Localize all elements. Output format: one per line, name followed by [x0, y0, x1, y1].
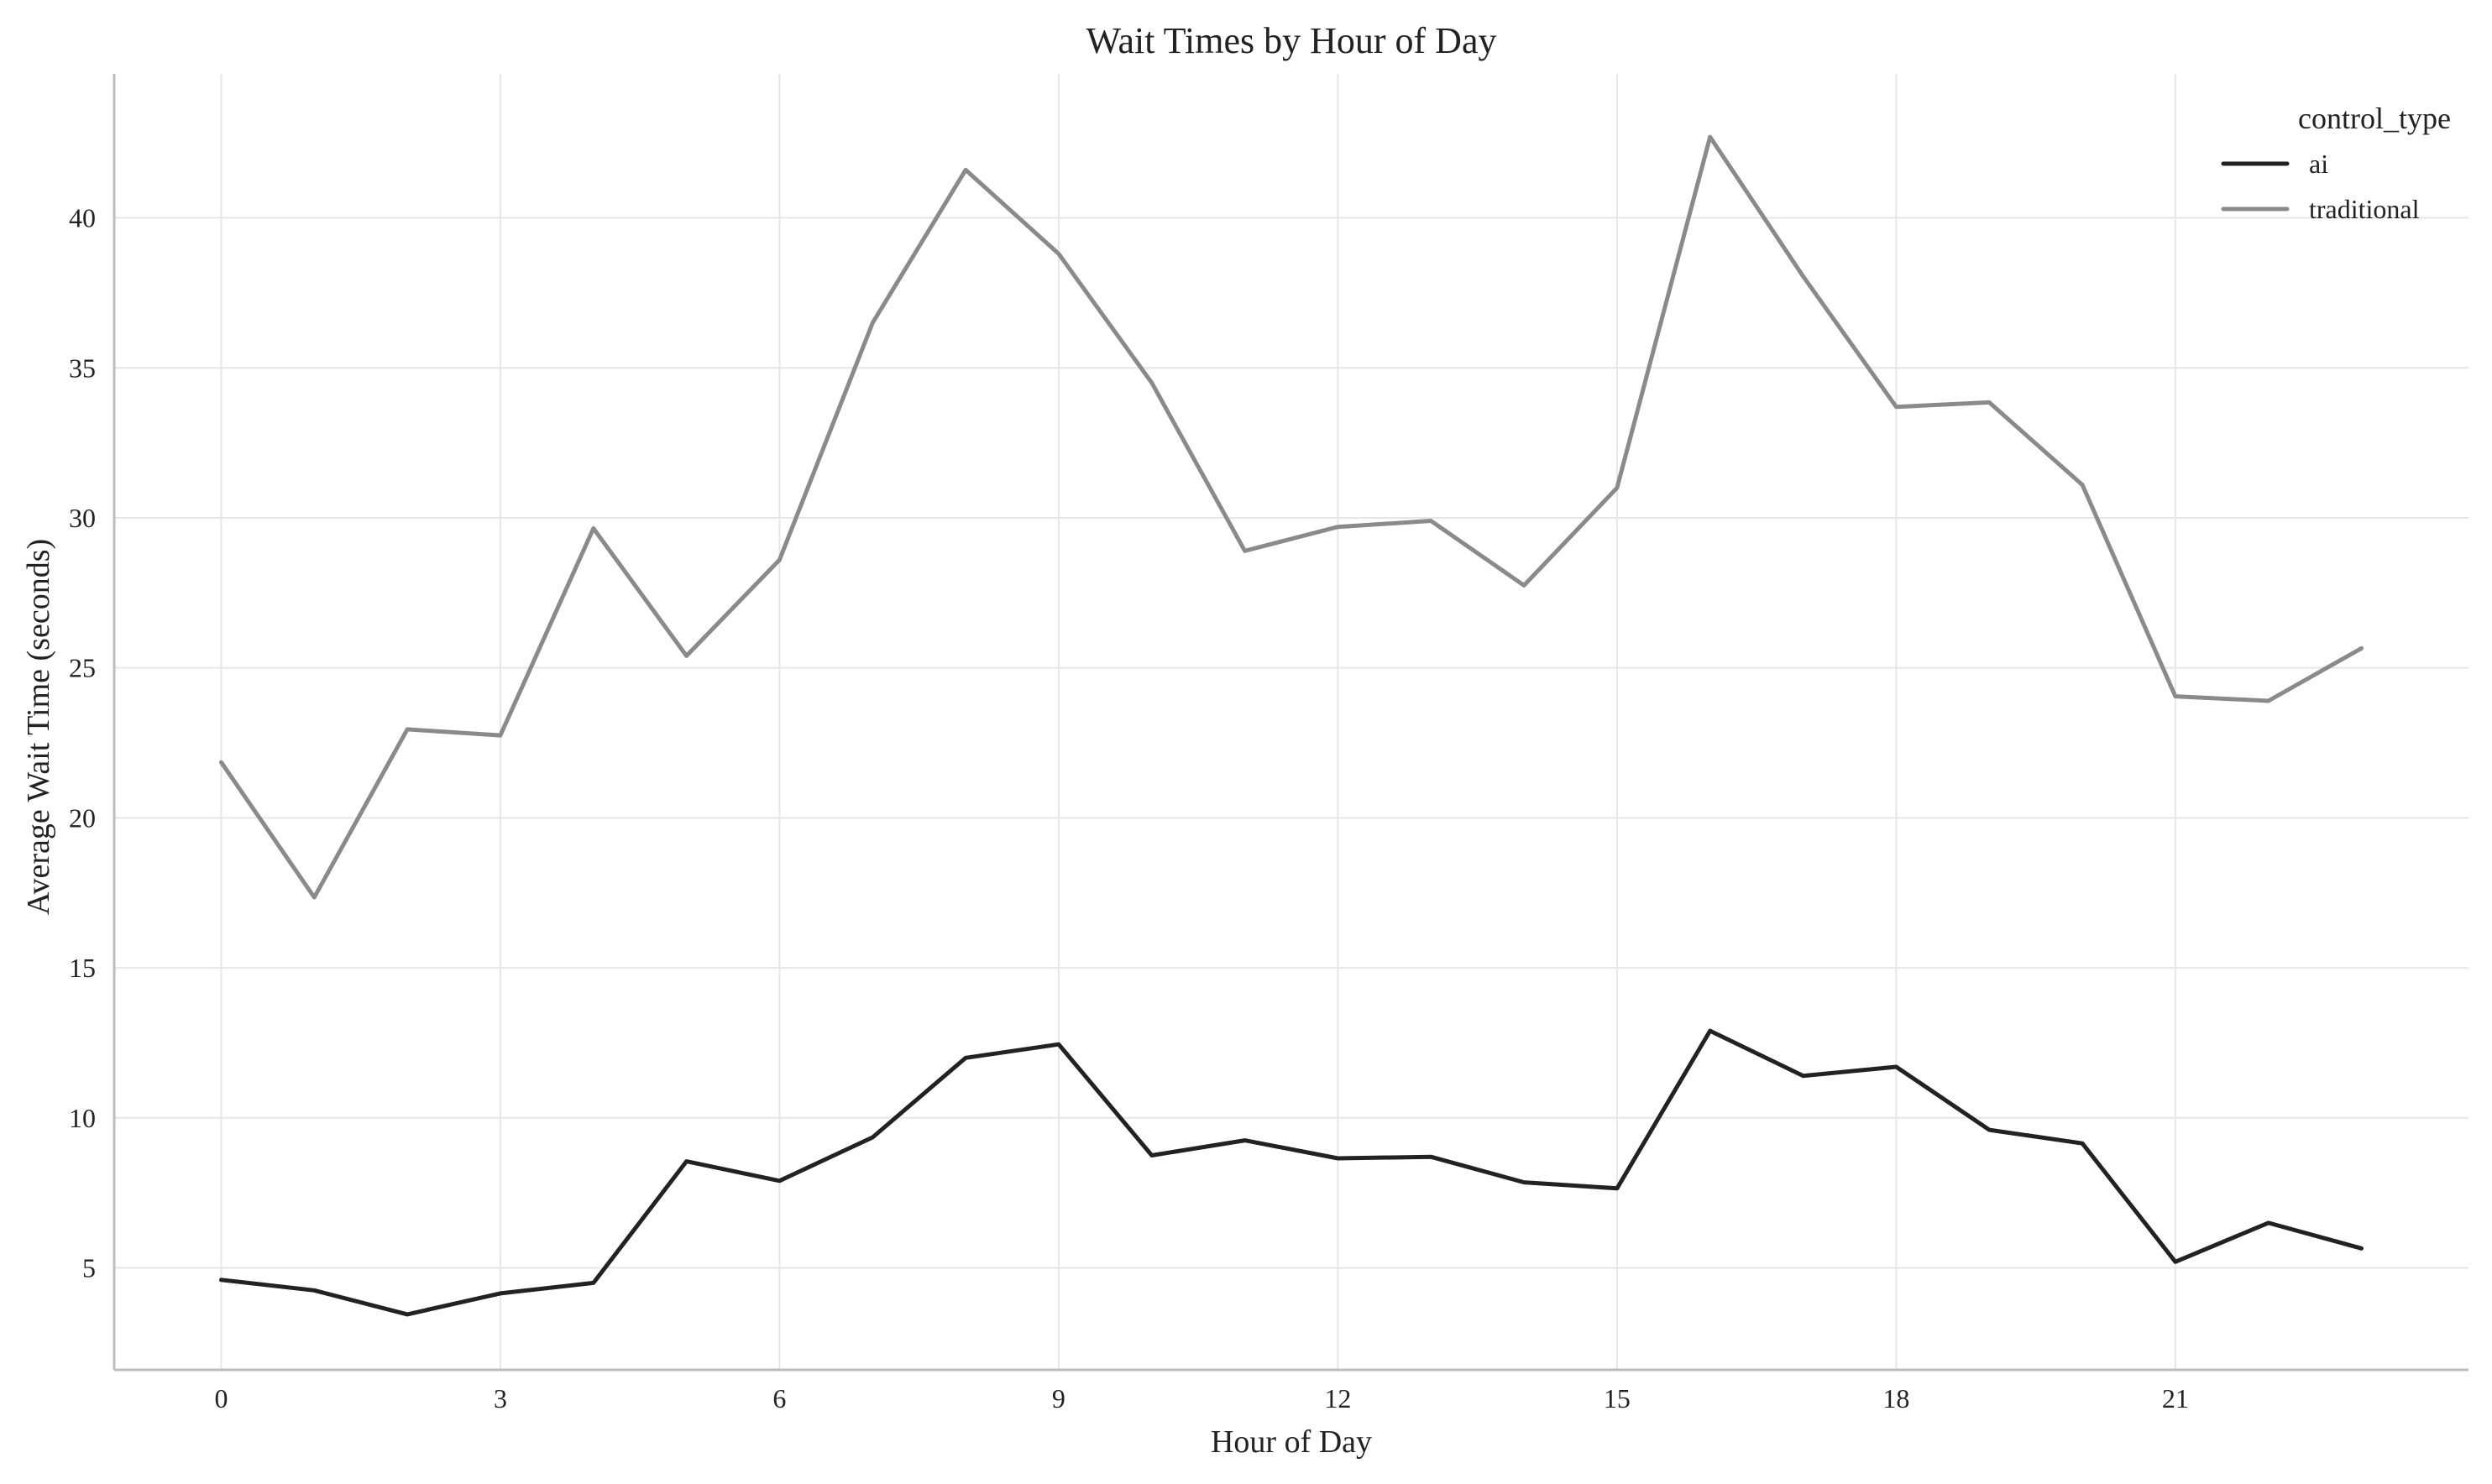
series-line-ai — [219, 1028, 2364, 1317]
y-tick-label: 40 — [69, 203, 96, 233]
x-tick-label: 0 — [214, 1383, 228, 1413]
series-line-traditional — [219, 134, 2364, 900]
chart-title: Wait Times by Hour of Day — [1086, 20, 1496, 61]
y-tick-label: 25 — [69, 653, 96, 683]
x-tick-label: 6 — [772, 1383, 786, 1413]
x-axis-title: Hour of Day — [1211, 1424, 1372, 1460]
legend-label-traditional: traditional — [2309, 194, 2420, 224]
legend-label-ai: ai — [2309, 149, 2328, 179]
legend-title: control_type — [2298, 102, 2451, 135]
x-tick-label: 21 — [2162, 1383, 2189, 1413]
legend: control_type ai traditional — [2221, 102, 2451, 224]
x-tick-label: 18 — [1882, 1383, 1909, 1413]
series-lines — [219, 134, 2364, 1317]
axes — [113, 74, 2468, 1372]
x-tick-label: 9 — [1052, 1383, 1065, 1413]
x-tick-label: 15 — [1604, 1383, 1631, 1413]
grid — [114, 74, 2468, 1370]
y-tick-label: 30 — [69, 503, 96, 533]
y-tick-label: 20 — [69, 802, 96, 833]
y-tick-label: 5 — [82, 1252, 96, 1283]
y-tick-label: 15 — [69, 953, 96, 983]
x-tick-label: 12 — [1324, 1383, 1351, 1413]
y-axis-title: Average Wait Time (seconds) — [21, 539, 56, 915]
legend-items: ai traditional — [2221, 149, 2420, 224]
y-tick-label: 10 — [69, 1103, 96, 1133]
y-tick-label: 35 — [69, 353, 96, 383]
tick-labels: 0 3 6 9 12 15 18 21 5 10 15 20 25 30 35 40 — [69, 203, 2189, 1413]
x-tick-label: 3 — [494, 1383, 507, 1413]
